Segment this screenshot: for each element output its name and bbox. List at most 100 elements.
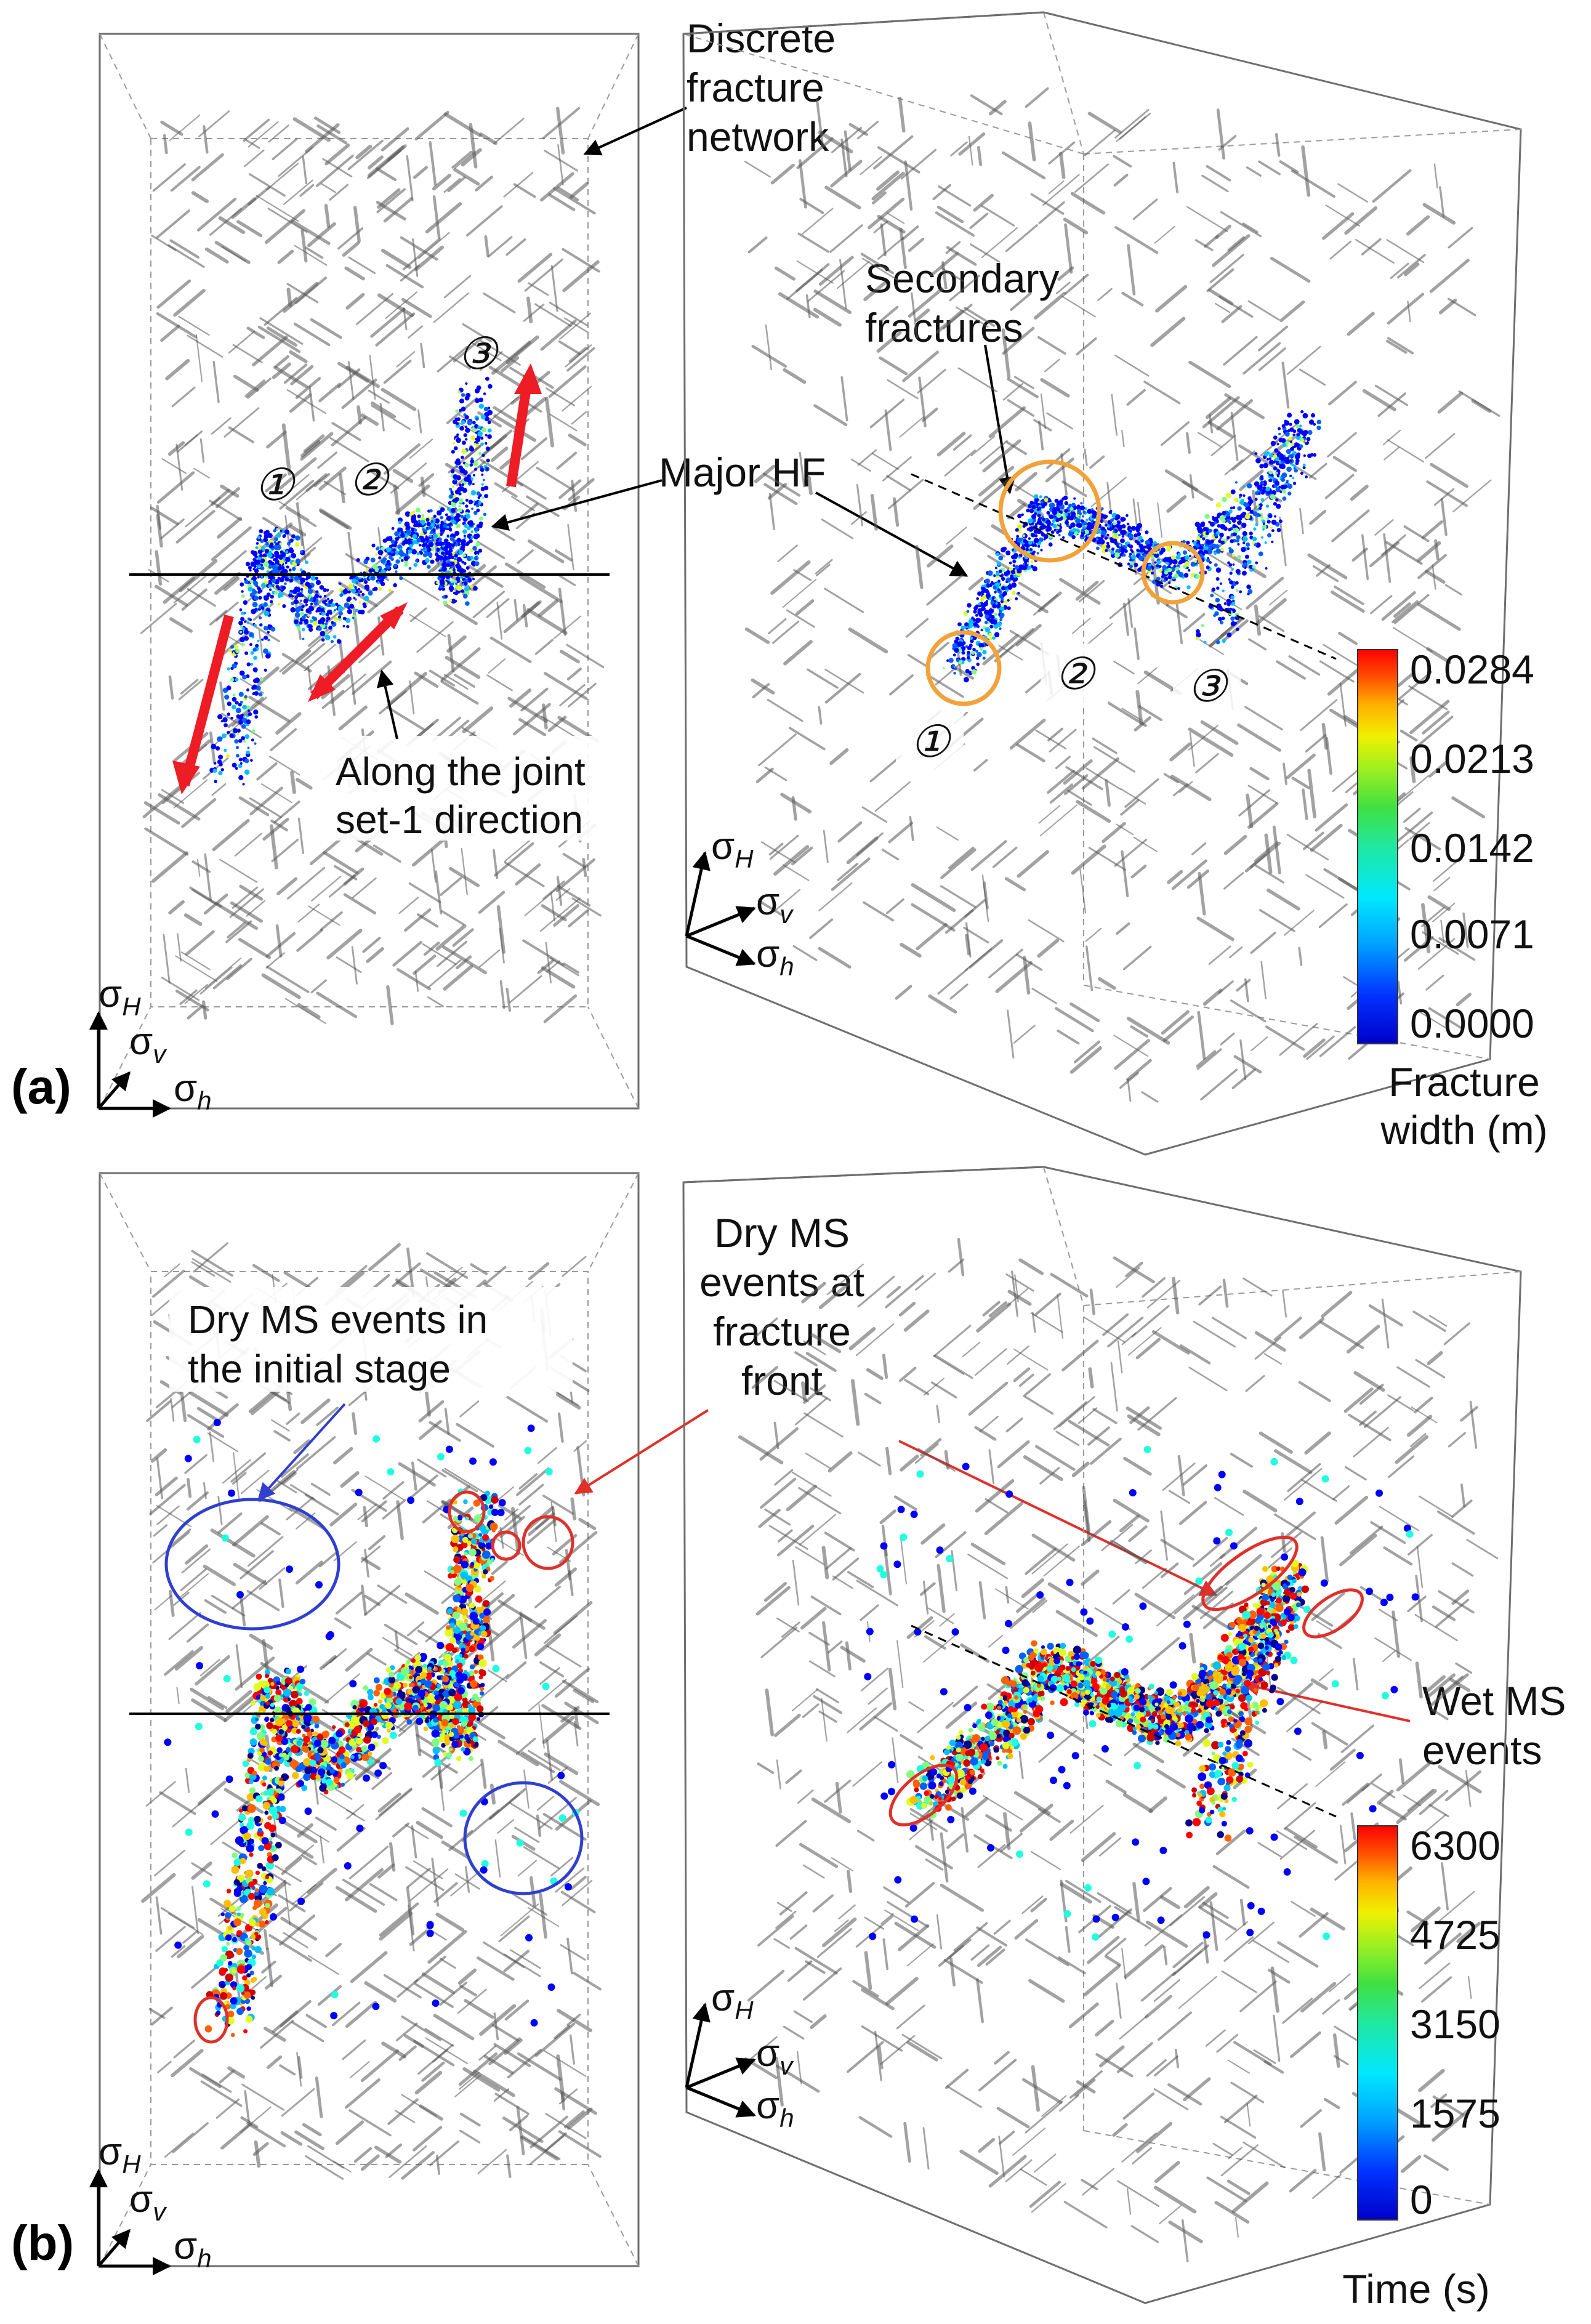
fracture-segment: [926, 574, 964, 606]
event-point: [1286, 480, 1289, 483]
fracture-segment: [345, 2001, 377, 2028]
fracture-segment: [163, 134, 168, 155]
event-point: [254, 555, 258, 559]
event-point: [290, 538, 294, 542]
fracture-segment: [1175, 601, 1183, 644]
event-point: [986, 590, 989, 594]
event-point: [993, 574, 996, 578]
event-point: [1109, 527, 1113, 531]
fracture-segment: [184, 983, 208, 1004]
fracture-segment: [335, 2120, 365, 2145]
event-point: [417, 523, 422, 527]
fracture-segment: [272, 362, 292, 379]
fracture-segment: [515, 863, 541, 886]
event-point: [1289, 422, 1292, 426]
fracture-segment: [360, 1584, 367, 1615]
event-point: [1021, 513, 1024, 517]
event-point: [451, 502, 457, 507]
event-point: [1070, 511, 1076, 517]
fracture-segment: [414, 245, 445, 272]
event-point: [256, 542, 259, 545]
event-point: [994, 612, 997, 616]
fracture-segment: [515, 1467, 550, 1496]
event-point: [1195, 637, 1199, 640]
event-point: [250, 651, 254, 655]
event-point: [296, 592, 301, 597]
fracture-segment: [437, 346, 468, 373]
fracture-segment: [173, 2040, 195, 2059]
fracture-segment: [895, 985, 912, 1000]
event-point: [1121, 517, 1124, 520]
event-point: [289, 548, 294, 554]
event-point: [352, 616, 355, 619]
event-point: [1040, 549, 1043, 552]
event-point: [1220, 547, 1224, 552]
event-point: [395, 570, 398, 573]
event-point: [263, 626, 268, 631]
fracture-segment: [1113, 155, 1132, 168]
fracture-segment: [517, 2052, 562, 2081]
event-point: [232, 704, 236, 709]
fracture-segment: [414, 111, 449, 141]
event-point: [481, 414, 486, 420]
event-point: [480, 442, 484, 446]
event-point: [235, 648, 240, 653]
fracture-segment: [209, 499, 243, 521]
fracture-segment: [1200, 1068, 1238, 1101]
event-point: [452, 568, 456, 571]
fracture-segment: [1007, 399, 1035, 417]
event-point: [438, 541, 443, 547]
fracture-segment: [220, 2122, 252, 2150]
fracture-segment: [366, 947, 384, 963]
event-point: [952, 643, 957, 648]
event-point: [1222, 589, 1225, 592]
event-point: [1249, 531, 1253, 536]
fracture-segment: [527, 282, 549, 296]
event-point: [981, 586, 986, 591]
event-point: [276, 560, 280, 563]
fracture-segment: [366, 1652, 387, 1666]
fracture-segment: [1005, 224, 1038, 252]
event-point: [1215, 640, 1220, 645]
event-point: [232, 762, 237, 768]
fracture-segment: [569, 182, 589, 200]
event-point: [218, 771, 223, 776]
fracture-segment: [315, 1817, 337, 1831]
fracture-segment: [160, 325, 180, 342]
fracture-segment: [286, 1412, 300, 1426]
event-point: [267, 552, 273, 558]
event-point: [447, 560, 450, 563]
fracture-segment: [279, 660, 294, 673]
event-point: [997, 579, 1001, 583]
fracture-segment: [566, 347, 595, 372]
fracture-segment: [339, 473, 345, 504]
event-point: [1243, 541, 1246, 544]
event-point: [1055, 518, 1060, 522]
fracture-segment: [459, 1984, 477, 1997]
fracture-segment: [266, 966, 310, 993]
event-point: [1041, 501, 1044, 504]
fracture-segment: [549, 957, 579, 977]
fracture-segment: [543, 994, 578, 1023]
event-point: [1112, 530, 1116, 533]
event-point: [236, 714, 241, 719]
fracture-segment: [155, 1896, 163, 1935]
event-point: [474, 561, 480, 567]
fracture-segment: [1451, 796, 1485, 818]
event-point: [1228, 578, 1231, 581]
fracture-segment: [332, 1446, 353, 1465]
event-point: [1183, 573, 1189, 578]
event-point: [1299, 424, 1302, 427]
event-point: [451, 543, 456, 547]
fracture-segment: [489, 636, 532, 664]
event-point: [1249, 568, 1253, 572]
event-point: [1031, 533, 1036, 538]
event-point: [484, 494, 489, 499]
event-point: [319, 595, 322, 599]
fracture-segment: [381, 127, 409, 151]
event-point: [226, 754, 230, 758]
event-point: [315, 590, 319, 594]
event-point: [442, 595, 446, 599]
event-point: [244, 620, 247, 623]
fracture-segment: [199, 966, 233, 995]
